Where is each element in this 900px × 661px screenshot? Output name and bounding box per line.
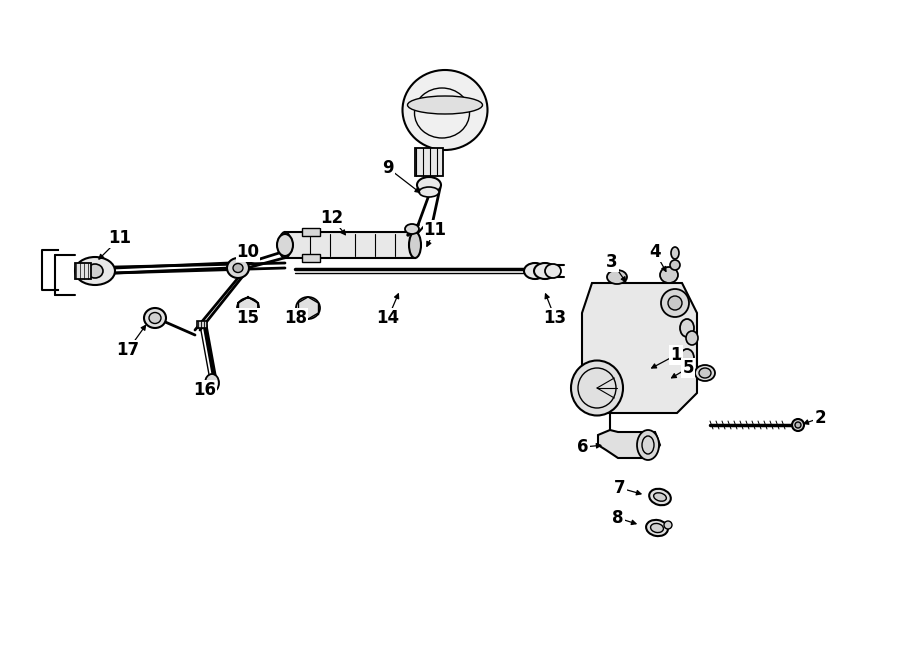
Ellipse shape (571, 360, 623, 416)
Ellipse shape (792, 419, 804, 431)
Ellipse shape (149, 313, 161, 323)
Ellipse shape (607, 270, 627, 284)
Ellipse shape (524, 263, 546, 279)
Ellipse shape (409, 232, 421, 258)
Bar (75, 263, 91, 279)
Text: 18: 18 (284, 309, 308, 327)
Ellipse shape (144, 308, 166, 328)
Ellipse shape (402, 70, 488, 150)
Ellipse shape (233, 264, 243, 272)
Polygon shape (582, 283, 697, 413)
Ellipse shape (668, 296, 682, 310)
Ellipse shape (653, 493, 666, 501)
Ellipse shape (637, 430, 659, 460)
Ellipse shape (646, 520, 668, 536)
Text: 12: 12 (320, 209, 344, 227)
Ellipse shape (664, 521, 672, 529)
Text: 16: 16 (194, 381, 217, 399)
Bar (415, 148, 443, 176)
Bar (302, 228, 320, 236)
Bar (197, 321, 207, 328)
Ellipse shape (534, 263, 556, 279)
Text: 8: 8 (612, 509, 624, 527)
Ellipse shape (408, 96, 482, 114)
Text: 1: 1 (670, 346, 682, 364)
Ellipse shape (277, 234, 293, 256)
Ellipse shape (795, 422, 801, 428)
Text: 9: 9 (382, 159, 394, 177)
Text: 4: 4 (649, 243, 661, 261)
Ellipse shape (227, 258, 249, 278)
Ellipse shape (296, 297, 320, 319)
Ellipse shape (417, 177, 441, 193)
Text: 13: 13 (544, 309, 567, 327)
Ellipse shape (205, 374, 219, 392)
Ellipse shape (279, 232, 291, 258)
Text: 15: 15 (237, 309, 259, 327)
Ellipse shape (405, 224, 419, 234)
Ellipse shape (87, 264, 103, 278)
Ellipse shape (695, 365, 715, 381)
Text: 14: 14 (376, 309, 400, 327)
Text: 7: 7 (614, 479, 626, 497)
Text: 6: 6 (577, 438, 589, 456)
Ellipse shape (75, 257, 115, 285)
Text: 11: 11 (424, 221, 446, 239)
Ellipse shape (670, 260, 680, 270)
Ellipse shape (671, 247, 679, 259)
Bar (285, 232, 415, 258)
Ellipse shape (651, 524, 663, 533)
Bar (302, 254, 320, 262)
Ellipse shape (661, 289, 689, 317)
Ellipse shape (419, 187, 439, 197)
Ellipse shape (686, 331, 698, 345)
Text: 3: 3 (607, 253, 617, 271)
Text: 10: 10 (237, 243, 259, 261)
Ellipse shape (545, 264, 561, 278)
Text: 5: 5 (682, 359, 694, 377)
Ellipse shape (680, 319, 694, 337)
Ellipse shape (699, 368, 711, 378)
Text: 17: 17 (116, 341, 140, 359)
Polygon shape (598, 430, 660, 458)
Ellipse shape (660, 267, 678, 283)
Ellipse shape (680, 349, 694, 367)
Text: 2: 2 (814, 409, 826, 427)
Ellipse shape (237, 298, 259, 318)
Text: 11: 11 (109, 229, 131, 247)
Ellipse shape (649, 488, 670, 505)
